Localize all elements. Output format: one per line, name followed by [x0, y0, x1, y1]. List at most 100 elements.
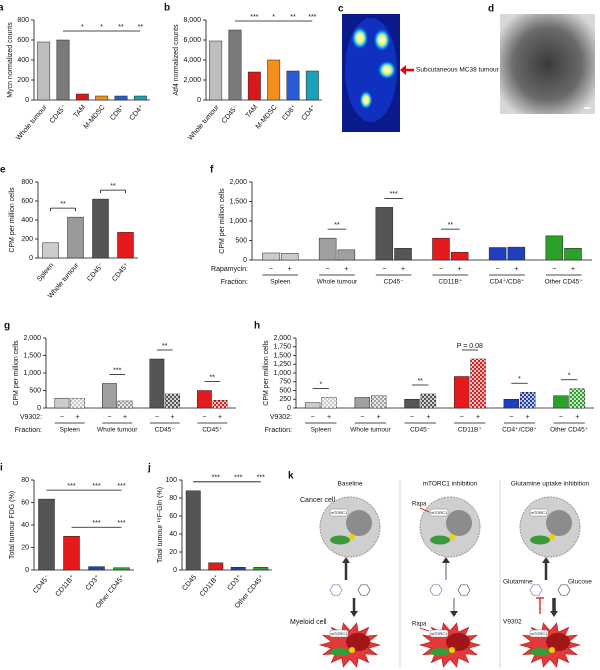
bar-hatch — [470, 359, 486, 408]
y-tick-label: 750 — [279, 379, 291, 386]
bar — [404, 399, 420, 409]
column-title: mTORC1 inhibition — [423, 481, 478, 488]
enzyme — [449, 647, 455, 653]
mtorc1-label: mTORC1 — [531, 510, 549, 515]
treatment-level: + — [123, 414, 127, 421]
bar-hatch — [520, 392, 536, 408]
treatment-level: − — [509, 414, 513, 421]
bar — [185, 490, 201, 571]
treatment-level: + — [344, 266, 348, 273]
pet-hotspot — [359, 90, 373, 110]
fraction-label: CD4⁺/CD8⁺ — [490, 279, 525, 286]
bar — [67, 216, 84, 259]
arrow-head — [442, 557, 450, 563]
pet-hotspot — [373, 28, 391, 52]
bar — [488, 247, 507, 261]
nutrient-label: Glutamine — [503, 579, 533, 586]
panel-letter: f — [210, 165, 214, 176]
bar — [88, 566, 105, 571]
fraction-row-label: Fraction: — [221, 279, 248, 286]
drug-label: V9302 — [503, 619, 522, 626]
treatment-level: − — [552, 266, 556, 273]
bar-hatch — [420, 394, 436, 408]
x-tick-label: CD8⁺ — [281, 104, 298, 122]
panel-letter: c — [338, 4, 344, 15]
panel-letter: i — [0, 463, 3, 474]
nucleus — [446, 633, 470, 651]
bar — [304, 402, 321, 409]
column-title: Baseline — [338, 481, 363, 488]
sig-label: * — [319, 381, 322, 388]
sig-label: *** — [212, 475, 220, 482]
y-tick-label: 1,750 — [273, 344, 291, 351]
y-tick-label: 6,000 — [183, 37, 201, 44]
bar — [113, 567, 130, 571]
y-tick-label: 20 — [21, 544, 29, 551]
treatment-level: + — [514, 266, 518, 273]
y-tick-label: 60 — [169, 513, 177, 520]
bar — [228, 29, 242, 101]
mitochondrion — [530, 648, 550, 656]
bar — [42, 242, 59, 259]
treatment-level: + — [401, 266, 405, 273]
x-tick-label: CD8⁺ — [109, 104, 126, 122]
y-tick-label: 2,000 — [229, 179, 247, 186]
y-tick-label: 2,000 — [23, 335, 41, 342]
sig-label: ** — [210, 374, 216, 381]
y-tick-label: 40 — [21, 522, 29, 529]
sig-label: *** — [234, 475, 242, 482]
fraction-label: CD45⁻ — [410, 427, 431, 434]
fraction-label: Whole tumour — [97, 427, 138, 434]
molecule — [529, 584, 543, 596]
fraction-label: Other CD45⁺ — [550, 427, 589, 434]
treatment-level: + — [288, 266, 292, 273]
y-tick-label: 1,000 — [273, 370, 291, 377]
x-tick-label: CD11B⁺ — [55, 574, 77, 598]
bar-hatch — [212, 400, 228, 408]
treatment-level: + — [377, 414, 381, 421]
bar — [114, 95, 128, 101]
arrow-head — [400, 65, 406, 75]
x-tick-label: CD4⁺ — [301, 104, 318, 122]
nucleus — [446, 510, 472, 536]
mitochondrion — [430, 648, 450, 656]
bar — [102, 383, 117, 409]
bar — [63, 536, 80, 571]
bar — [149, 358, 165, 409]
y-tick-label: 200 — [21, 236, 33, 243]
y-tick-label: 600 — [17, 37, 29, 44]
treatment-level: + — [571, 266, 575, 273]
y-tick-label: 1,500 — [273, 352, 291, 359]
enzyme — [449, 534, 455, 540]
sig-label: *** — [250, 14, 258, 21]
bar — [208, 562, 224, 571]
bar-hatch — [70, 398, 85, 408]
y-axis-label: CPM per million cells — [13, 340, 20, 406]
y-axis-label: Total tumour ¹⁸F-Gln (%) — [157, 487, 164, 563]
sig-label: *** — [117, 520, 125, 527]
treatment-level: − — [269, 266, 273, 273]
bar — [286, 70, 300, 101]
y-tick-label: 800 — [17, 17, 29, 24]
cell-label: Cancer cell — [300, 497, 335, 504]
panel-letter: d — [488, 4, 494, 15]
bar — [394, 248, 412, 261]
caption: Subcutaneous MC38 tumour — [416, 67, 500, 74]
treatment-level: + — [426, 414, 430, 421]
bar — [503, 399, 520, 409]
x-tick-label: Whole tumour — [15, 103, 49, 141]
y-tick-label: 400 — [21, 217, 33, 224]
fraction-row-label: Fraction: — [265, 427, 292, 434]
y-axis-label: Mycn normalized counts — [7, 22, 14, 98]
bar — [553, 395, 569, 409]
treatment-label: V9302: — [20, 414, 42, 421]
treatment-level: − — [107, 414, 111, 421]
sig-label: *** — [117, 483, 125, 490]
nucleus — [346, 510, 372, 536]
y-tick-label: 1,250 — [273, 361, 291, 368]
enzyme — [549, 534, 555, 540]
y-tick-label: 80 — [21, 477, 29, 484]
sig-label: ** — [118, 24, 124, 31]
molecule — [429, 584, 443, 596]
bar — [253, 567, 269, 571]
